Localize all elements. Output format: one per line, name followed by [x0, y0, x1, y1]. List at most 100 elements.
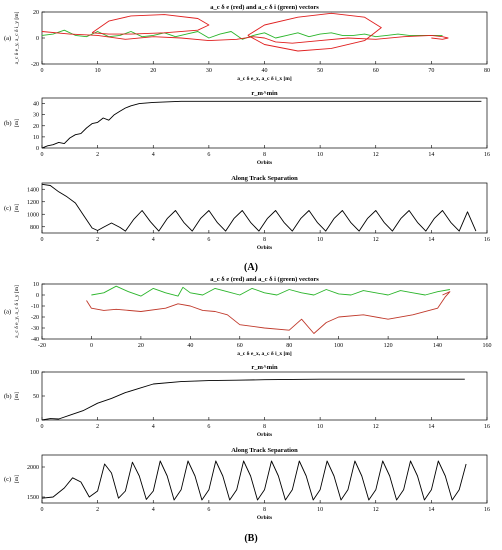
y-tick-label: -40 [31, 337, 39, 343]
x-tick-label: 100 [334, 343, 343, 349]
panel-id: (c) [4, 476, 11, 483]
x-tick-label: 14 [428, 424, 434, 430]
x-tick-label: 10 [95, 68, 101, 74]
x-tick-label: 10 [317, 152, 323, 158]
y-tick-label: -30 [31, 326, 39, 332]
panel-id: (b) [4, 120, 12, 127]
x-tick-label: 60 [373, 68, 379, 74]
chart-title: Along Track Separation [231, 175, 298, 182]
x-tick-label: 10 [317, 237, 323, 243]
series-line-red [86, 291, 451, 334]
x-tick-label: 160 [483, 343, 492, 349]
x-tick-label: 80 [484, 68, 490, 74]
x-tick-label: 12 [373, 507, 379, 513]
x-tick-label: 16 [484, 424, 490, 430]
y-axis-label: a_c δ e_y, a_c δ i_y [m] [14, 12, 20, 65]
figure-label-a: (A) [244, 262, 258, 273]
x-tick-label: 40 [187, 343, 193, 349]
series-line-green [91, 285, 450, 297]
y-tick-label: -20 [31, 62, 39, 68]
y-tick-label: 10 [33, 135, 39, 141]
y-tick-label: 40 [33, 102, 39, 108]
x-tick-label: 0 [41, 507, 44, 513]
x-axis-label: a_c δ e_x, a_c δ i_x [m] [237, 76, 292, 82]
panel-id: (a) [4, 35, 11, 42]
x-tick-label: 6 [207, 507, 210, 513]
y-tick-label: 0 [36, 418, 39, 424]
x-tick-label: 60 [237, 343, 243, 349]
x-tick-label: 40 [262, 68, 268, 74]
x-tick-label: 12 [373, 424, 379, 430]
series-line-r_m^min [41, 378, 465, 421]
chart-title: r_m^min [251, 90, 278, 97]
x-tick-label: 8 [263, 424, 266, 430]
series-line-along-track [41, 460, 467, 501]
chart-panel-0: a_c δ e (red) and a_c δ i (green) vector… [4, 4, 490, 82]
y-tick-label: 10 [33, 282, 39, 288]
x-tick-label: 14 [428, 507, 434, 513]
x-tick-label: 80 [286, 343, 292, 349]
x-axis-label: Orbits [257, 160, 272, 166]
y-axis-label: [m] [14, 392, 20, 400]
y-tick-label: 0 [36, 146, 39, 152]
x-tick-label: 70 [428, 68, 434, 74]
x-tick-label: 20 [150, 68, 156, 74]
chart-title: a_c δ e (red) and a_c δ i (green) vector… [210, 4, 319, 11]
x-tick-label: 0 [41, 424, 44, 430]
chart-panel-4: r_m^min 0 2 4 6 8 10 12 14 16 0 50 100 Orbits [m](b) [4, 364, 490, 438]
x-axis-label: Orbits [257, 515, 272, 521]
x-tick-label: 50 [317, 68, 323, 74]
y-tick-label: 800 [30, 225, 39, 231]
panel-id: (a) [4, 309, 11, 316]
x-tick-label: 8 [263, 237, 266, 243]
chart-panel-3: a_c δ e (red) and a_c δ i (green) vector… [4, 276, 492, 357]
chart-title: r_m^min [251, 364, 278, 371]
x-tick-label: 16 [484, 507, 490, 513]
x-tick-label: 16 [484, 237, 490, 243]
chart-title: Along Track Separation [231, 447, 298, 454]
figure-label-b: (B) [244, 533, 257, 544]
panel-id: (b) [4, 393, 12, 400]
series-line-red-loop-1 [91, 14, 210, 35]
chart-panels: a_c δ e (red) and a_c δ i (green) vector… [4, 4, 492, 521]
x-tick-label: 6 [207, 152, 210, 158]
x-tick-label: 12 [373, 152, 379, 158]
y-tick-label: 20 [33, 10, 39, 16]
x-tick-label: 0 [41, 152, 44, 158]
y-tick-label: 1000 [27, 212, 39, 218]
x-tick-label: 8 [263, 152, 266, 158]
x-tick-label: 10 [317, 507, 323, 513]
x-tick-label: 8 [263, 507, 266, 513]
y-tick-label: -20 [31, 315, 39, 321]
y-tick-label: -10 [31, 304, 39, 310]
series-line-red [41, 31, 449, 44]
y-axis-label: a_c δ e_y, a_c δ i_y [m] [14, 285, 20, 338]
x-tick-label: 2 [96, 507, 99, 513]
y-tick-label: 1500 [27, 495, 39, 501]
y-tick-label: 1200 [27, 200, 39, 206]
plot-frame [41, 283, 488, 340]
x-tick-label: 30 [206, 68, 212, 74]
x-tick-label: 2 [96, 424, 99, 430]
y-axis-label: [m] [14, 204, 20, 212]
x-tick-label: 0 [41, 68, 44, 74]
series-line-along-track [41, 183, 477, 232]
x-tick-label: 4 [152, 152, 155, 158]
x-tick-label: 10 [317, 424, 323, 430]
x-tick-label: 140 [433, 343, 442, 349]
panel-id: (c) [4, 205, 11, 212]
chart-panel-1: r_m^min 0 2 4 6 8 10 12 14 16 0 10 20 30 40 Orbits [m](b… [4, 90, 490, 166]
plot-frame [41, 454, 488, 504]
chart-title: a_c δ e (red) and a_c δ i (green) vector… [210, 276, 319, 283]
series-line-red-loop-2 [247, 12, 382, 52]
x-tick-label: 4 [152, 424, 155, 430]
y-tick-label: 0 [36, 293, 39, 299]
y-tick-label: 2000 [27, 465, 39, 471]
chart-panel-2: Along Track Separation 0 2 4 6 8 10 12 14 16 800 10… [4, 175, 490, 251]
series-line-r_m^min [41, 100, 482, 149]
x-tick-label: 14 [428, 237, 434, 243]
x-tick-label: 20 [138, 343, 144, 349]
x-tick-label: 2 [96, 237, 99, 243]
x-tick-label: 6 [207, 424, 210, 430]
